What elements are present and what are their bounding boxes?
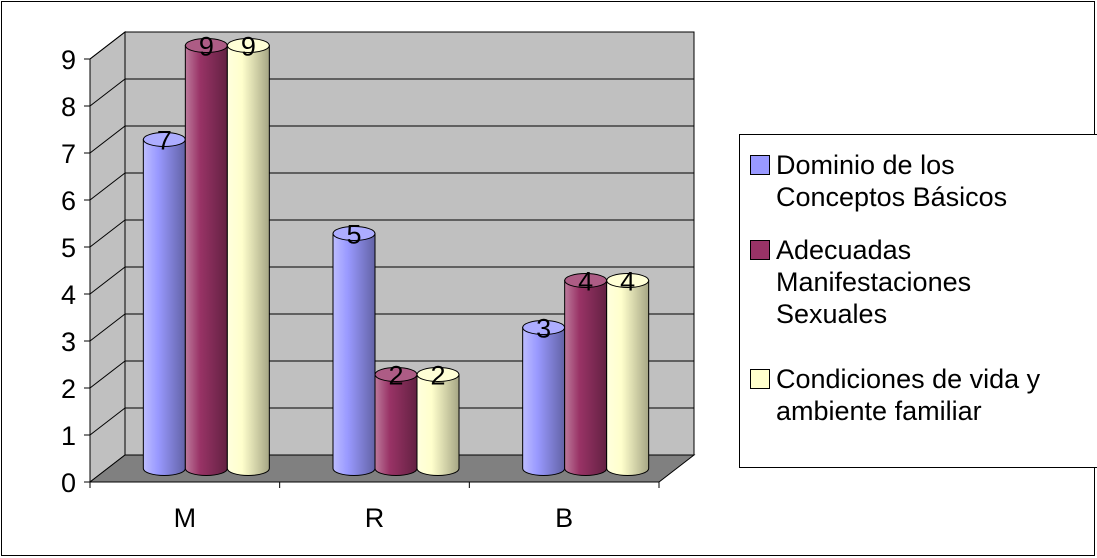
- bar-series-3: 4: [606, 267, 650, 476]
- side-wall: [89, 30, 126, 484]
- bar-top: [226, 38, 270, 53]
- bar-body: [226, 45, 270, 476]
- bar-top: [416, 367, 460, 382]
- legend-label-series-1: Dominio de los Conceptos Básicos: [776, 150, 1008, 212]
- data-label: 2: [430, 361, 445, 391]
- data-label: 7: [157, 126, 172, 156]
- y-tick-label: 5: [61, 233, 76, 263]
- y-tick-label: 4: [61, 280, 76, 310]
- bar-series-2: 9: [184, 32, 228, 476]
- y-tick-label: 3: [61, 327, 76, 357]
- bar-body: [522, 327, 566, 476]
- bar-body: [142, 139, 186, 476]
- legend-swatch-series-1: [750, 155, 770, 175]
- data-label: 9: [199, 32, 214, 62]
- legend: Dominio de los Conceptos Básicos Adecuad…: [739, 134, 1097, 468]
- legend-item-series-1: Dominio de los Conceptos Básicos: [750, 149, 1007, 213]
- legend-item-series-2: Adecuadas Manifestaciones Sexuales: [750, 234, 971, 330]
- bar-series-1: 7: [142, 126, 186, 476]
- bar-body: [564, 280, 608, 476]
- legend-swatch-series-2: [750, 240, 770, 260]
- bar-body: [606, 280, 650, 476]
- x-tick-label: B: [555, 503, 573, 533]
- y-tick-label: 9: [61, 45, 76, 75]
- bar-top: [606, 273, 650, 288]
- bar-series-1: 3: [522, 314, 566, 476]
- bar-series-3: 2: [416, 361, 460, 476]
- gridline-side: [89, 172, 126, 201]
- legend-label-series-3: Condiciones de vida y ambiente familiar: [776, 364, 1041, 426]
- bar-body: [332, 233, 376, 476]
- data-label: 9: [241, 32, 256, 62]
- data-label: 4: [578, 267, 593, 297]
- legend-label-series-2: Adecuadas Manifestaciones Sexuales: [776, 235, 972, 329]
- gridline-side: [89, 31, 126, 60]
- data-label: 2: [388, 361, 403, 391]
- bar-top: [332, 226, 376, 241]
- gridline-side: [89, 313, 126, 342]
- bar-body: [184, 45, 228, 476]
- y-tick-label: 1: [61, 421, 76, 451]
- y-tick-label: 2: [61, 374, 76, 404]
- x-tick-label: M: [174, 503, 197, 533]
- y-tick-label: 7: [61, 139, 76, 169]
- legend-swatch-series-3: [750, 369, 770, 389]
- bar-series-2: 4: [564, 267, 608, 476]
- y-tick-label: 8: [61, 92, 76, 122]
- gridline-side: [89, 125, 126, 154]
- bar-series-1: 5: [332, 220, 376, 476]
- y-tick-label: 6: [61, 186, 76, 216]
- gridline-side: [89, 266, 126, 295]
- data-label: 5: [346, 220, 361, 250]
- legend-item-series-3: Condiciones de vida y ambiente familiar: [750, 363, 1040, 427]
- gridline-side: [89, 360, 126, 389]
- data-label: 3: [536, 314, 551, 344]
- bar-series-3: 9: [226, 32, 270, 476]
- gridline-side: [89, 78, 126, 107]
- gridline-side: [89, 407, 126, 436]
- data-label: 4: [620, 267, 635, 297]
- bar-body: [416, 374, 460, 476]
- bar-series-2: 2: [374, 361, 418, 476]
- gridline-side: [89, 219, 126, 248]
- y-tick-label: 0: [61, 468, 76, 498]
- x-tick-label: R: [365, 503, 385, 533]
